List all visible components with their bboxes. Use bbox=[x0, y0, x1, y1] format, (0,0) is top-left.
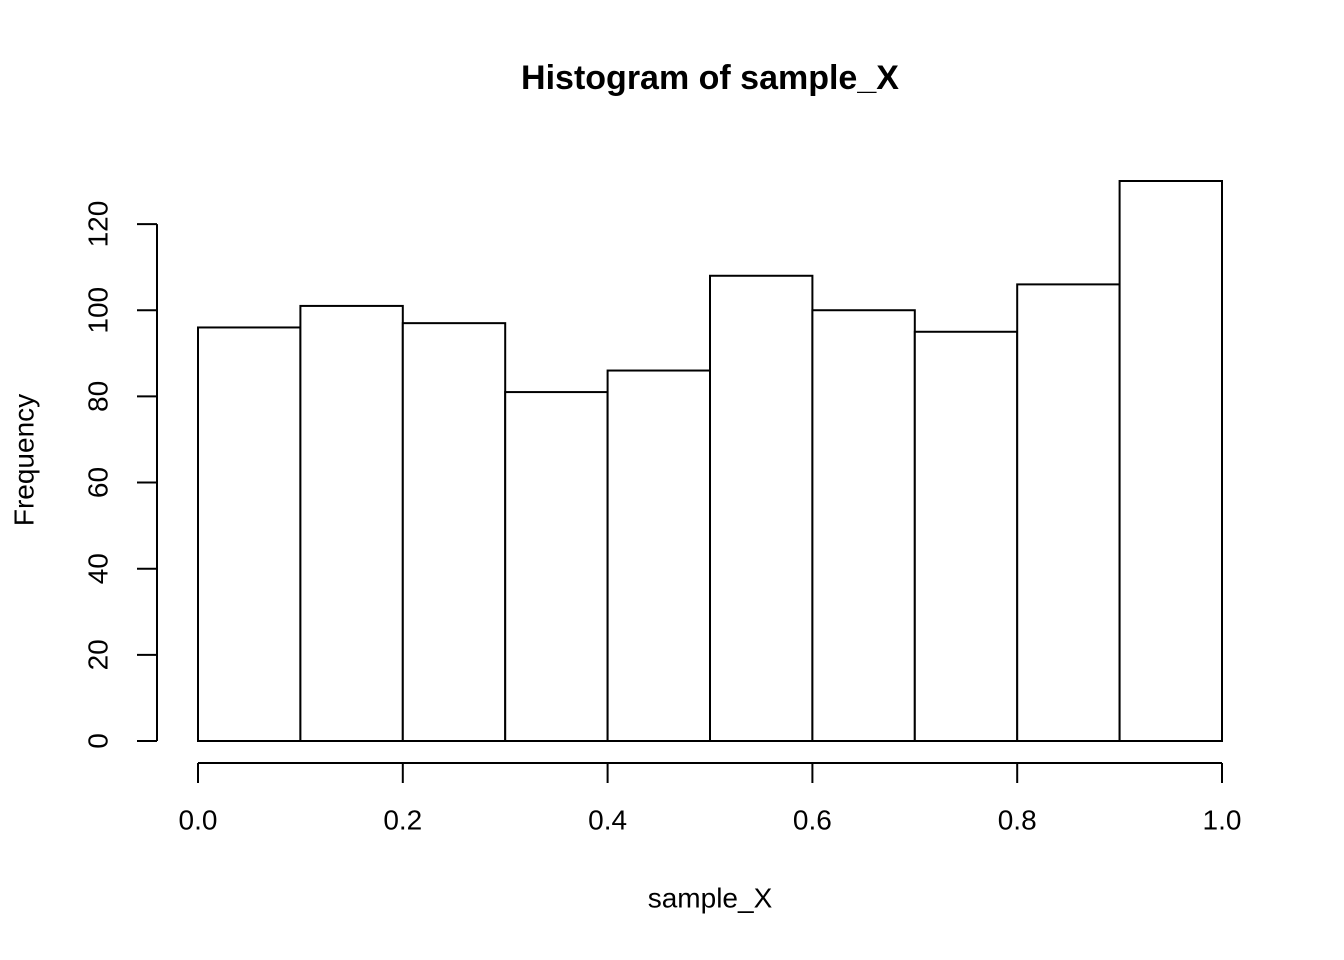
bar bbox=[606, 369, 711, 742]
x-tick-label: 0.2 bbox=[383, 804, 422, 835]
bar bbox=[401, 322, 507, 742]
y-tick-label: 80 bbox=[82, 381, 113, 412]
bar bbox=[504, 391, 609, 742]
x-tick-label: 1.0 bbox=[1203, 804, 1242, 835]
bar bbox=[299, 304, 404, 742]
y-tick-label: 60 bbox=[82, 467, 113, 498]
y-tick-label: 20 bbox=[82, 639, 113, 670]
bar bbox=[197, 326, 302, 742]
y-axis-label: Frequency bbox=[8, 394, 39, 526]
x-tick-label: 0.6 bbox=[793, 804, 832, 835]
x-tick-label: 0.0 bbox=[179, 804, 218, 835]
x-axis-label: sample_X bbox=[648, 882, 773, 913]
y-tick-label: 120 bbox=[82, 201, 113, 248]
y-tick-label: 40 bbox=[82, 553, 113, 584]
x-tick-label: 0.4 bbox=[588, 804, 627, 835]
y-tick-label: 0 bbox=[82, 733, 113, 749]
y-tick-label: 100 bbox=[82, 287, 113, 334]
bar bbox=[1016, 283, 1121, 742]
bar bbox=[709, 274, 814, 742]
chart-title: Histogram of sample_X bbox=[521, 59, 899, 97]
bar bbox=[811, 309, 916, 742]
x-tick-label: 0.8 bbox=[998, 804, 1037, 835]
bar bbox=[913, 330, 1019, 742]
bar bbox=[1118, 180, 1223, 742]
